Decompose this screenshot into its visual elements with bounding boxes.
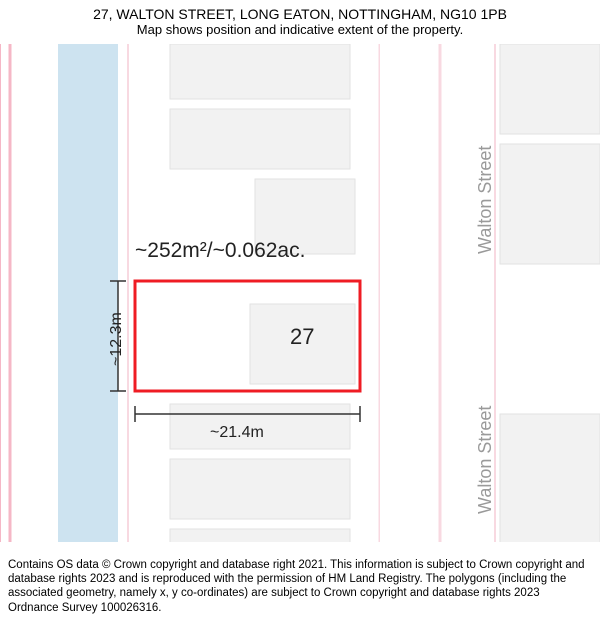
map-title: 27, WALTON STREET, LONG EATON, NOTTINGHA… bbox=[0, 6, 600, 22]
footer-attribution: Contains OS data © Crown copyright and d… bbox=[0, 552, 600, 625]
height-label: ~12.3m bbox=[108, 312, 126, 366]
width-label: ~21.4m bbox=[210, 424, 264, 442]
map-svg bbox=[0, 44, 600, 542]
street-label-1: Walton Street bbox=[475, 406, 496, 514]
area-label: ~252m²/~0.062ac. bbox=[135, 239, 305, 263]
map-canvas: ~252m²/~0.062ac. 27 ~21.4m ~12.3m Walton Str… bbox=[0, 44, 600, 542]
header: 27, WALTON STREET, LONG EATON, NOTTINGHA… bbox=[0, 0, 600, 39]
plot-number: 27 bbox=[290, 324, 314, 350]
street-label-0: Walton Street bbox=[475, 146, 496, 254]
map-subtitle: Map shows position and indicative extent… bbox=[0, 22, 600, 37]
